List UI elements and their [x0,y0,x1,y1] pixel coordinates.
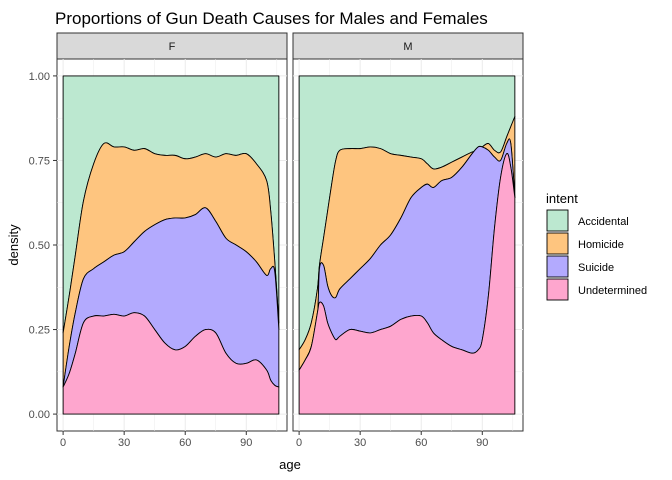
areas-m [298,75,516,415]
facet-panel-m: M 0 30 60 90 [292,32,524,449]
x-ticks-f: 0 30 60 90 [60,431,252,449]
x-tick-label: 90 [476,437,488,449]
y-tick-label: 0.00 [29,409,50,421]
legend-title: intent [546,191,578,206]
legend-key-undetermined [546,278,569,301]
legend-label-accidental: Accidental [578,216,629,228]
y-tick-label: 0.50 [29,240,50,252]
y-tick-label: 0.75 [29,155,50,167]
area-undetermined-f [62,312,280,415]
legend-key-homicide [546,232,569,255]
x-axis-title: age [279,457,301,472]
x-ticks-m: 0 30 60 90 [296,431,488,449]
strip-label-f: F [169,41,176,53]
strip-background-f [56,32,288,60]
chart-title: Proportions of Gun Death Causes for Male… [55,9,488,28]
legend-key-accidental [546,209,569,232]
strip-background-m [292,32,524,60]
x-tick-label: 0 [296,437,302,449]
legend-label-homicide: Homicide [578,239,624,251]
legend-key-suicide [546,255,569,278]
strip-label-m: M [403,41,412,53]
x-tick-label: 30 [118,437,130,449]
legend-label-suicide: Suicide [578,262,614,274]
x-tick-label: 60 [179,437,191,449]
x-tick-label: 90 [240,437,252,449]
legend-label-undetermined: Undetermined [578,285,647,297]
x-tick-label: 60 [415,437,427,449]
legend: intent Accidental Homicide Suicide Undeterm… [546,191,647,301]
y-tick-label: 0.25 [29,325,50,337]
x-tick-label: 30 [354,437,366,449]
y-tick-label: 1.00 [29,71,50,83]
facet-panel-f: F 0 30 60 90 [56,32,288,449]
x-tick-label: 0 [60,437,66,449]
y-axis-title: density [6,224,21,266]
areas-f [62,75,280,415]
area-undetermined-m [298,153,516,415]
y-axis: 0.00 0.25 0.50 0.75 1.00 [29,71,57,421]
